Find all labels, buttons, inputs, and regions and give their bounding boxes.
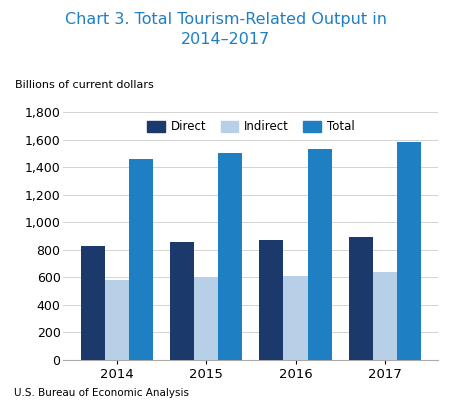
Bar: [129, 159, 153, 360]
Bar: [283, 276, 307, 360]
Bar: [396, 142, 420, 360]
Bar: [81, 246, 105, 360]
Text: Chart 3. Total Tourism-Related Output in
2014–2017: Chart 3. Total Tourism-Related Output in…: [65, 12, 386, 47]
Bar: [218, 153, 242, 360]
Bar: [194, 277, 218, 360]
Bar: [372, 272, 396, 360]
Bar: [259, 240, 283, 360]
Bar: [105, 280, 129, 360]
Bar: [307, 149, 331, 360]
Text: Billions of current dollars: Billions of current dollars: [14, 80, 153, 90]
Legend: Direct, Indirect, Total: Direct, Indirect, Total: [147, 120, 354, 133]
Bar: [348, 237, 372, 360]
Text: U.S. Bureau of Economic Analysis: U.S. Bureau of Economic Analysis: [14, 388, 188, 398]
Bar: [170, 242, 194, 360]
